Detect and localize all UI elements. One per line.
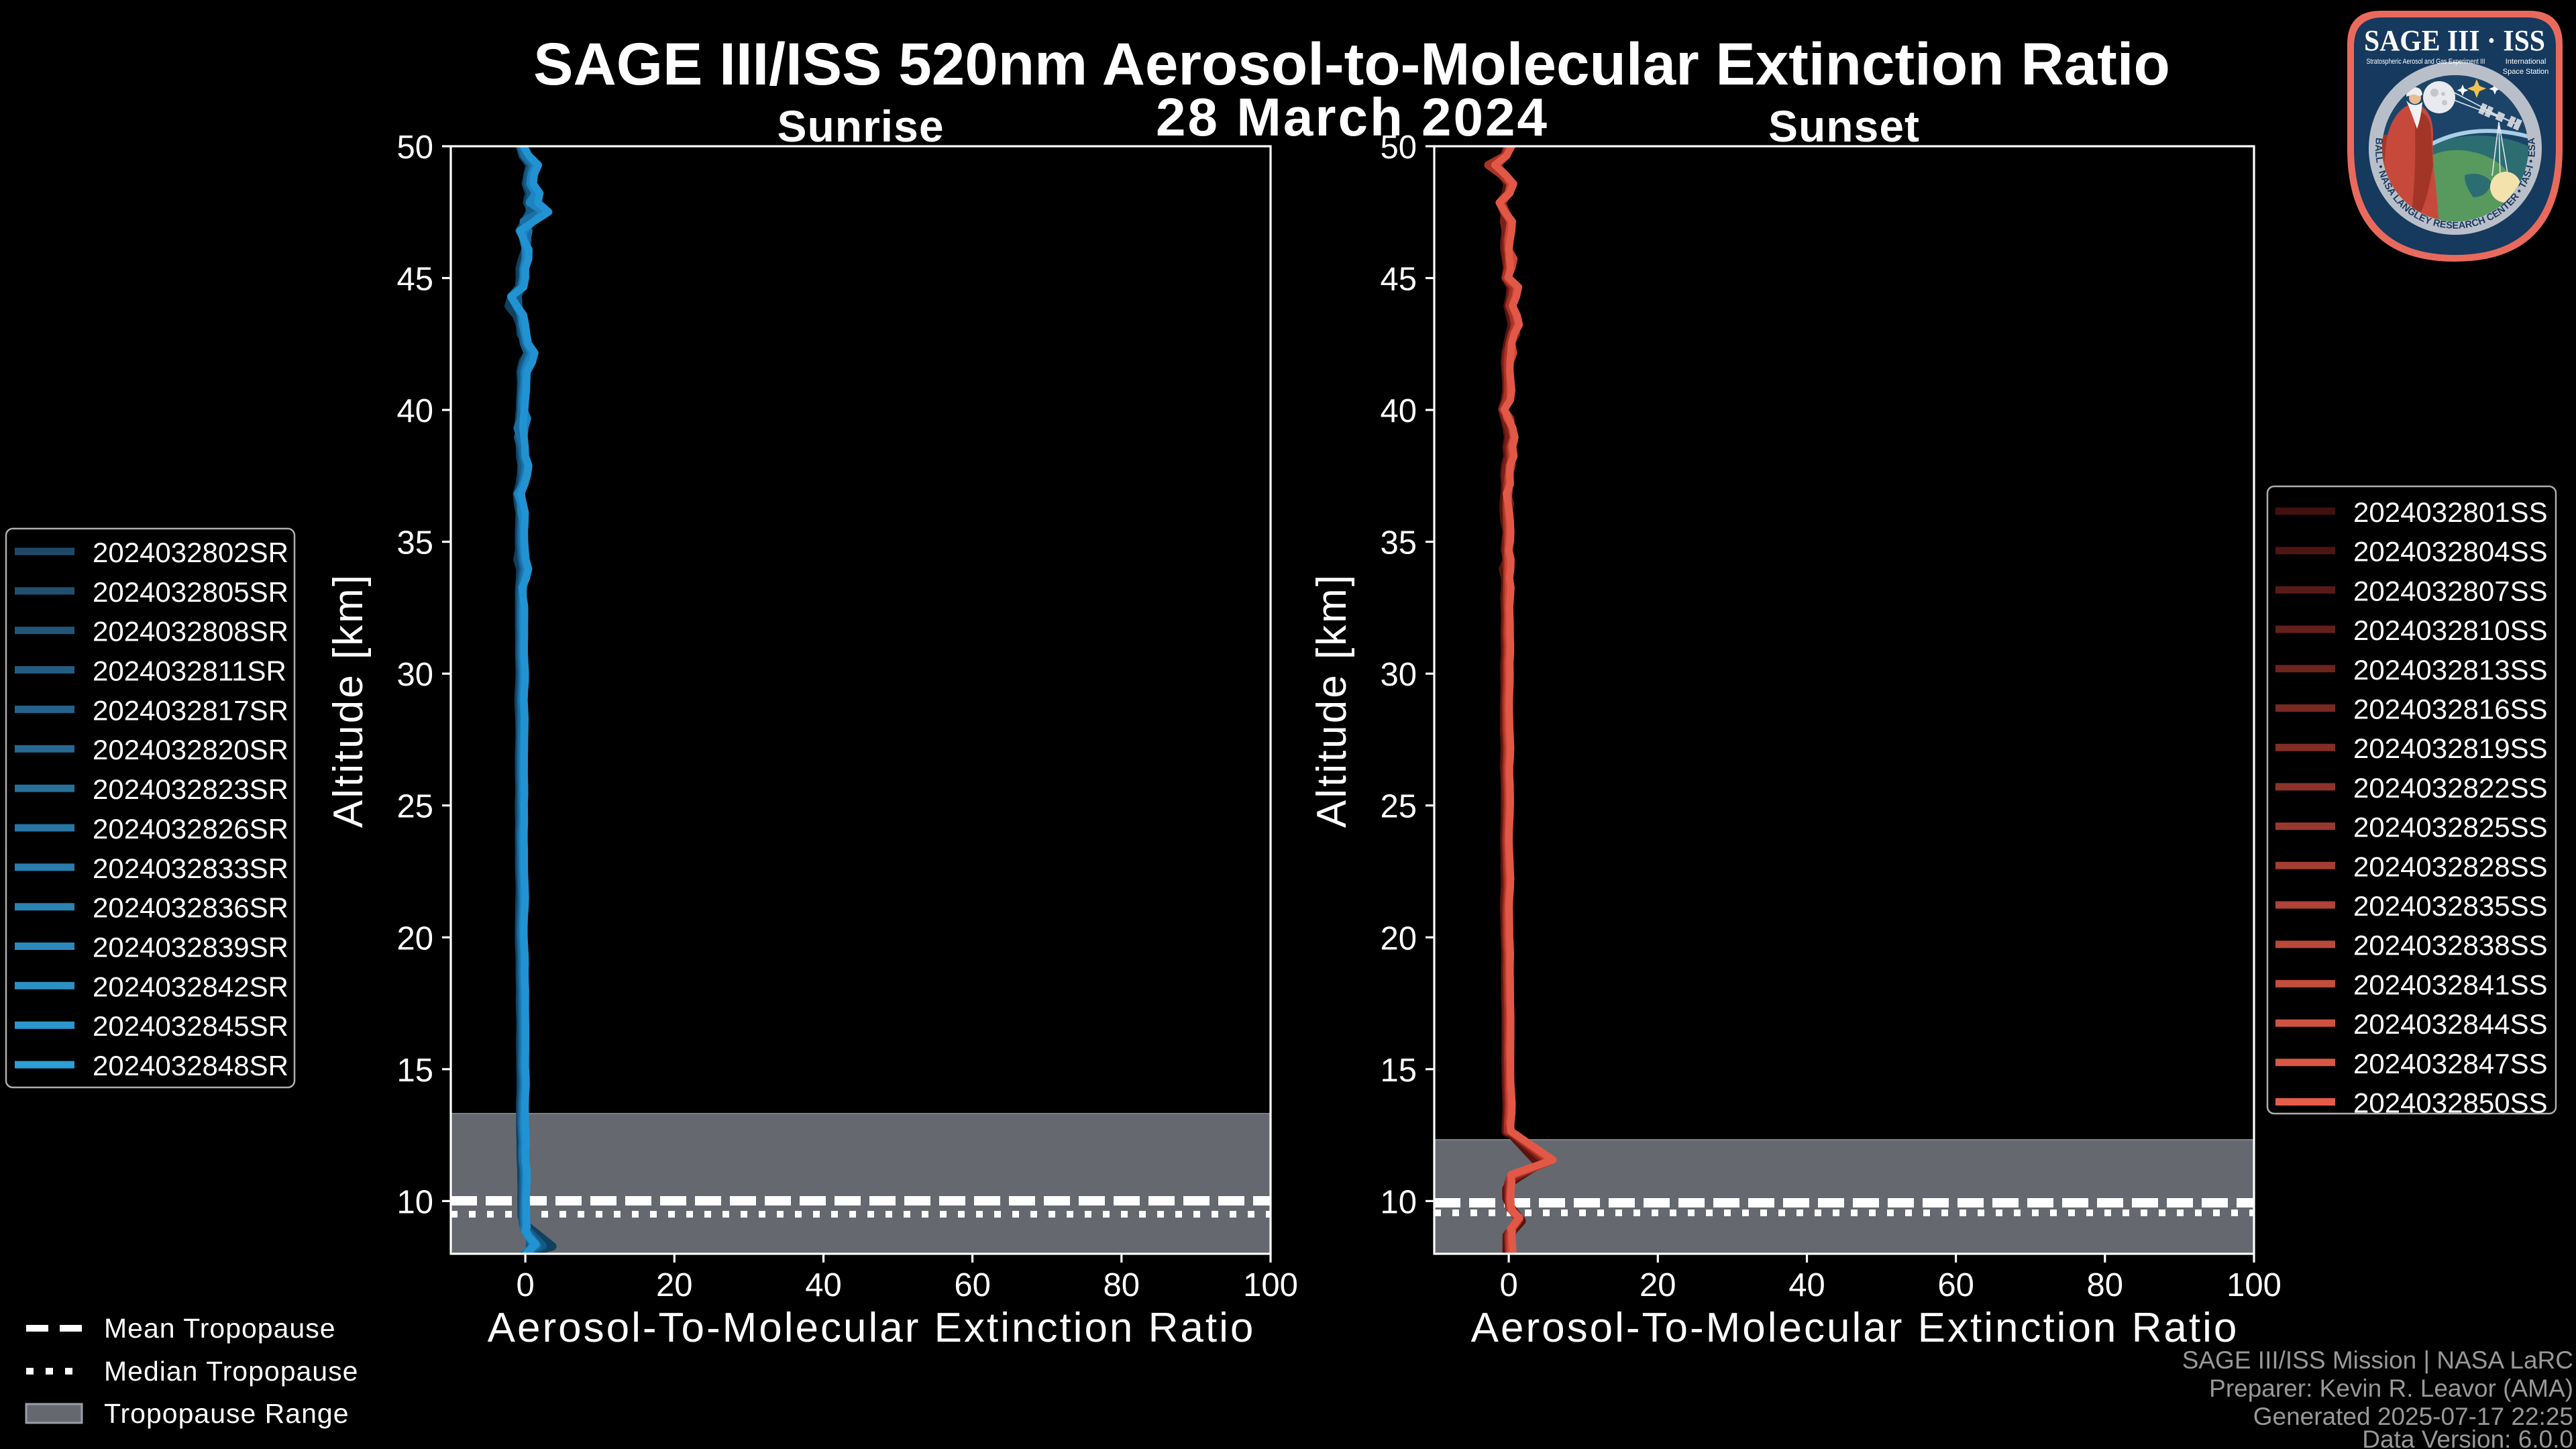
svg-text:International: International [2506, 58, 2546, 66]
svg-text:45: 45 [1380, 262, 1417, 298]
svg-text:2024032823SR: 2024032823SR [93, 773, 288, 805]
svg-text:2024032845SR: 2024032845SR [93, 1010, 288, 1042]
svg-text:100: 100 [1243, 1267, 1298, 1303]
svg-text:Sunrise: Sunrise [777, 101, 944, 151]
svg-text:15: 15 [1380, 1053, 1417, 1089]
svg-text:10: 10 [396, 1184, 433, 1220]
svg-text:35: 35 [396, 525, 433, 561]
svg-text:Altitude [km]: Altitude [km] [1309, 573, 1355, 828]
svg-text:2024032847SS: 2024032847SS [2353, 1048, 2548, 1079]
svg-text:2024032835SS: 2024032835SS [2353, 890, 2548, 922]
svg-text:2024032807SS: 2024032807SS [2353, 575, 2548, 606]
svg-text:Generated 2025-07-17 22:25: Generated 2025-07-17 22:25 [2253, 1403, 2573, 1430]
svg-text:2024032808SR: 2024032808SR [93, 616, 288, 647]
svg-text:40: 40 [1380, 393, 1417, 429]
svg-text:2024032839SR: 2024032839SR [93, 932, 288, 963]
svg-text:Stratospheric Aerosol and Gas: Stratospheric Aerosol and Gas Experiment… [2367, 58, 2485, 66]
svg-text:10: 10 [1380, 1184, 1417, 1220]
svg-text:2024032836SR: 2024032836SR [93, 892, 288, 924]
svg-text:2024032805SR: 2024032805SR [93, 576, 288, 608]
svg-text:15: 15 [396, 1053, 433, 1089]
svg-text:2024032848SR: 2024032848SR [93, 1050, 288, 1081]
svg-text:2024032850SS: 2024032850SS [2353, 1087, 2548, 1119]
svg-text:80: 80 [2087, 1267, 2124, 1303]
svg-text:Data Version: 6.0.0: Data Version: 6.0.0 [2362, 1426, 2573, 1449]
svg-text:2024032822SS: 2024032822SS [2353, 772, 2548, 804]
svg-text:2024032811SR: 2024032811SR [93, 655, 286, 687]
svg-text:Altitude [km]: Altitude [km] [325, 573, 372, 828]
svg-text:0: 0 [1499, 1267, 1517, 1303]
svg-text:40: 40 [1788, 1267, 1825, 1303]
svg-text:40: 40 [805, 1267, 842, 1303]
svg-text:30: 30 [396, 657, 433, 693]
svg-text:20: 20 [1380, 920, 1417, 957]
svg-text:25: 25 [396, 789, 433, 825]
svg-text:Space Station: Space Station [2503, 68, 2549, 76]
svg-text:50: 50 [396, 129, 433, 166]
svg-text:2024032820SR: 2024032820SR [93, 734, 288, 765]
svg-text:SAGE III · ISS: SAGE III · ISS [2364, 24, 2545, 57]
svg-text:2024032838SS: 2024032838SS [2353, 930, 2548, 961]
svg-text:20: 20 [396, 920, 433, 957]
svg-text:2024032810SS: 2024032810SS [2353, 614, 2548, 646]
svg-text:35: 35 [1380, 525, 1417, 561]
svg-text:20: 20 [656, 1267, 693, 1303]
svg-text:SAGE III/ISS Mission | NASA La: SAGE III/ISS Mission | NASA LaRC [2182, 1346, 2573, 1374]
svg-text:0: 0 [516, 1267, 534, 1303]
svg-text:2024032844SS: 2024032844SS [2353, 1008, 2548, 1040]
svg-text:Tropopause Range: Tropopause Range [104, 1398, 350, 1429]
svg-text:20: 20 [1640, 1267, 1676, 1303]
svg-text:25: 25 [1380, 789, 1417, 825]
svg-text:45: 45 [396, 262, 433, 298]
svg-text:Mean Tropopause: Mean Tropopause [104, 1313, 336, 1344]
svg-text:2024032816SS: 2024032816SS [2353, 694, 2548, 725]
svg-text:40: 40 [396, 393, 433, 429]
svg-text:2024032833SR: 2024032833SR [93, 853, 288, 884]
svg-text:2024032801SS: 2024032801SS [2353, 496, 2548, 528]
svg-text:2024032826SR: 2024032826SR [93, 813, 288, 845]
svg-text:60: 60 [954, 1267, 991, 1303]
svg-text:Aerosol-To-Molecular Extinctio: Aerosol-To-Molecular Extinction Ratio [488, 1305, 1256, 1351]
svg-text:Median Tropopause: Median Tropopause [104, 1356, 358, 1387]
svg-text:2024032804SS: 2024032804SS [2353, 536, 2548, 568]
svg-text:2024032819SS: 2024032819SS [2353, 733, 2548, 764]
svg-text:2024032813SS: 2024032813SS [2353, 654, 2548, 686]
svg-text:2024032841SS: 2024032841SS [2353, 969, 2548, 1000]
svg-text:Preparer: Kevin R. Leavor (AMA: Preparer: Kevin R. Leavor (AMA) [2209, 1375, 2573, 1402]
svg-text:2024032828SS: 2024032828SS [2353, 851, 2548, 882]
svg-text:Sunset: Sunset [1768, 101, 1920, 151]
svg-text:SAGE III/ISS 520nm Aerosol-to-: SAGE III/ISS 520nm Aerosol-to-Molecular … [533, 30, 2170, 97]
svg-text:Aerosol-To-Molecular Extinctio: Aerosol-To-Molecular Extinction Ratio [1471, 1305, 2239, 1351]
svg-text:2024032817SR: 2024032817SR [93, 694, 288, 726]
svg-text:28 March 2024: 28 March 2024 [1156, 87, 1549, 147]
svg-text:100: 100 [2226, 1267, 2282, 1303]
svg-text:50: 50 [1380, 129, 1417, 166]
svg-text:80: 80 [1104, 1267, 1140, 1303]
svg-text:2024032842SR: 2024032842SR [93, 971, 288, 1002]
svg-text:30: 30 [1380, 657, 1417, 693]
svg-text:2024032802SR: 2024032802SR [93, 537, 288, 568]
svg-text:60: 60 [1937, 1267, 1974, 1303]
svg-text:2024032825SS: 2024032825SS [2353, 812, 2548, 843]
